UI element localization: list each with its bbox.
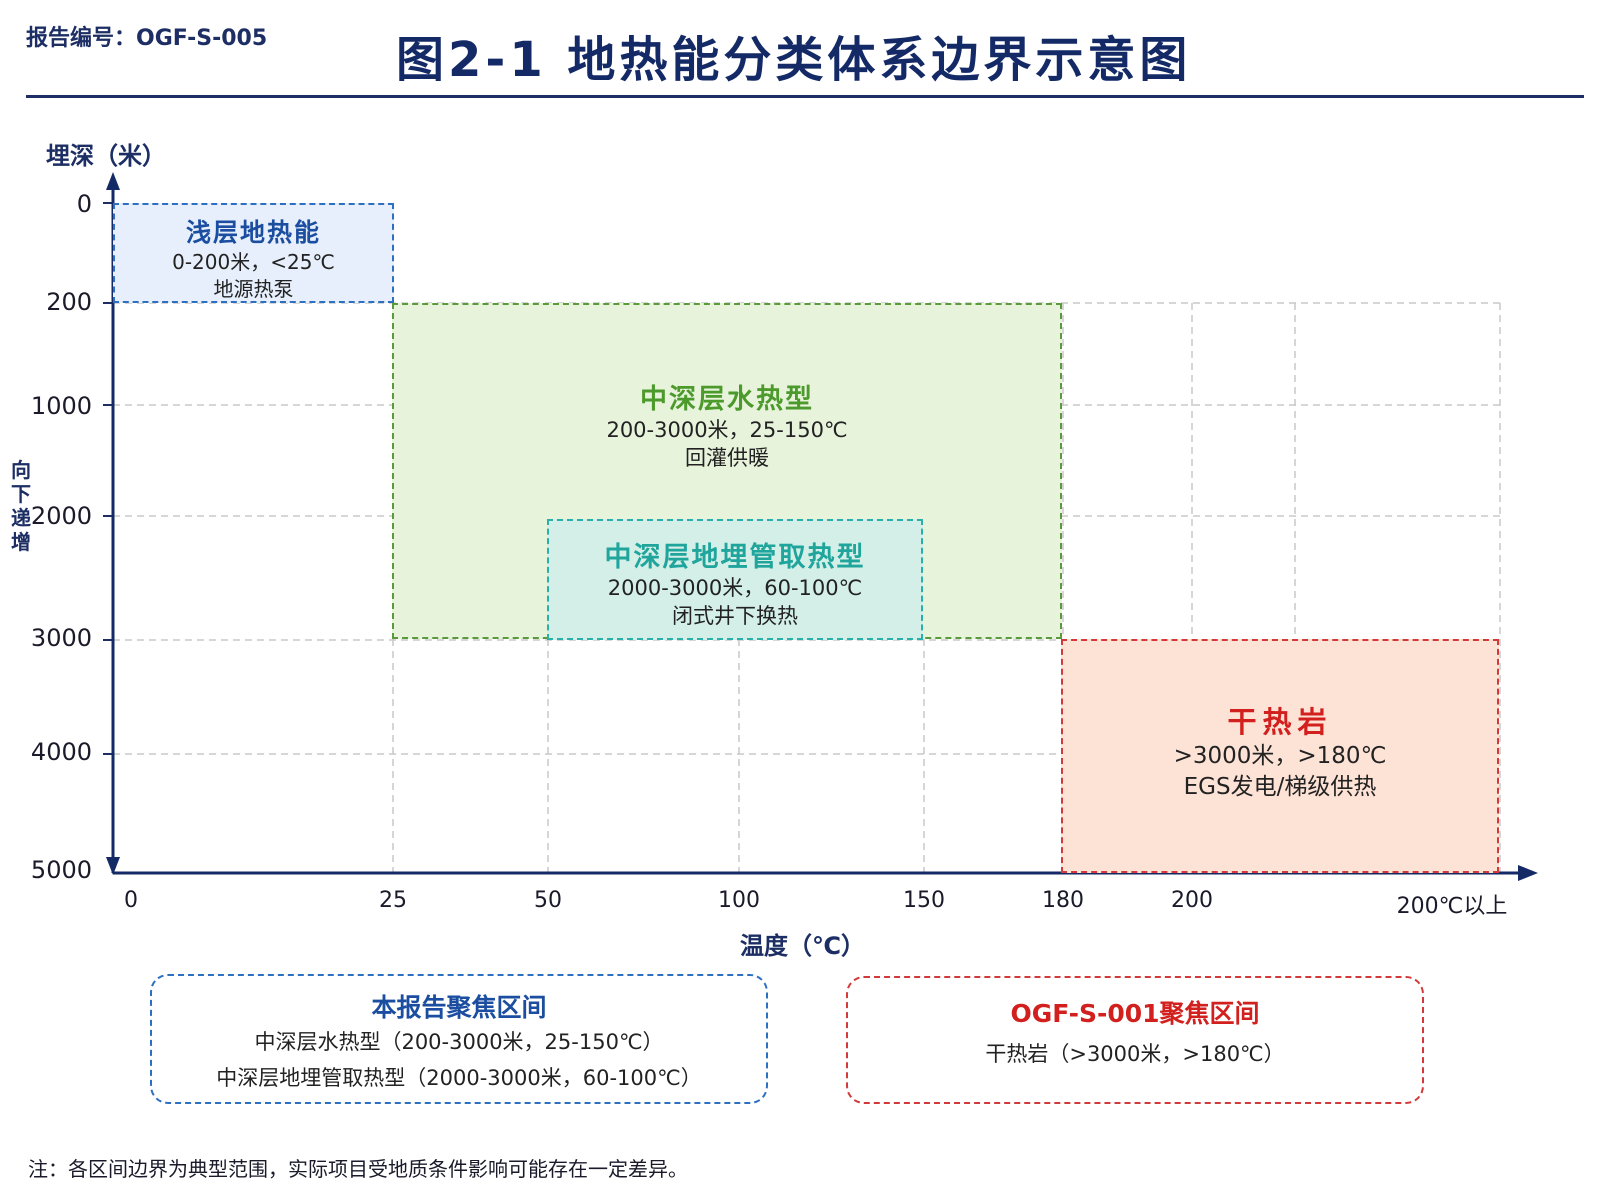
y-axis-arrow-up [106,172,120,190]
region-title: 中深层水热型 [640,384,814,415]
y-axis-direction-note: 向下递增 [11,458,31,554]
focus-item: 中深层水热型（200-3000米，25-150℃） [254,1030,664,1054]
region-range: 2000-3000米，60-100℃ [607,576,863,600]
focus-title: 本报告聚焦区间 [371,993,547,1022]
region-title: 干热岩 [1227,705,1333,739]
focus-title: OGF-S-001聚焦区间 [1010,999,1260,1028]
y-tick-label: 4000 [30,738,92,766]
focus-item: 中深层地埋管取热型（2000-3000米，60-100℃） [216,1066,702,1090]
region-range: >3000米，>180℃ [1173,743,1387,769]
region-title: 浅层地热能 [185,218,321,247]
y-tick-label: 1000 [30,392,92,420]
x-tick-label: 0 [124,888,138,913]
x-tick-label: 180 [1042,888,1084,913]
y-tick-label: 5000 [30,856,92,884]
focus-item: 干热岩（>3000米，>180℃） [985,1042,1285,1066]
region-range: 0-200米，<25℃ [172,250,335,274]
region-usage: 回灌供暖 [685,446,769,470]
x-tick-label: 100 [718,888,760,913]
region-usage: EGS发电/梯级供热 [1183,774,1377,800]
y-tick-label: 200 [46,288,92,316]
y-tick-label: 2000 [30,502,92,530]
x-tick-label: 50 [534,888,562,913]
x-axis-title: 温度（℃） [740,932,866,960]
x-axis-arrow [1518,865,1538,881]
region-range: 200-3000米，25-150℃ [606,418,848,442]
region-hot-dry-rock: 干热岩 >3000米，>180℃ EGS发电/梯级供热 [1061,639,1499,873]
y-tick-label: 0 [76,190,92,218]
this-report-focus-box: 本报告聚焦区间 中深层水热型（200-3000米，25-150℃） 中深层地埋管… [150,974,768,1104]
footnote: 注：各区间边界为典型范围，实际项目受地质条件影响可能存在一定差异。 [28,1157,688,1181]
x-tick-label: 150 [903,888,945,913]
report-number: 报告编号：OGF-S-005 [26,26,268,51]
x-tick-label: 200 [1171,888,1213,913]
region-mid-deep-borehole: 中深层地埋管取热型 2000-3000米，60-100℃ 闭式井下换热 [547,519,923,640]
title-divider [26,95,1584,98]
y-tick-label: 3000 [30,624,92,652]
region-shallow-geothermal: 浅层地热能 0-200米，<25℃ 地源热泵 [113,203,394,303]
region-title: 中深层地埋管取热型 [604,542,866,573]
region-usage: 闭式井下换热 [672,604,798,628]
region-usage: 地源热泵 [213,277,294,301]
region-mid-deep-hydrothermal: 中深层水热型 200-3000米，25-150℃ 回灌供暖 [392,303,1062,639]
y-axis-title: 埋深（米） [46,142,166,170]
x-tick-label: 25 [379,888,407,913]
x-tick-label: 200℃以上 [1396,894,1508,919]
figure-title: 图2-1 地热能分类体系边界示意图 [396,32,1192,88]
other-report-focus-box: OGF-S-001聚焦区间 干热岩（>3000米，>180℃） [846,976,1424,1104]
y-axis-arrow-down [106,857,120,875]
